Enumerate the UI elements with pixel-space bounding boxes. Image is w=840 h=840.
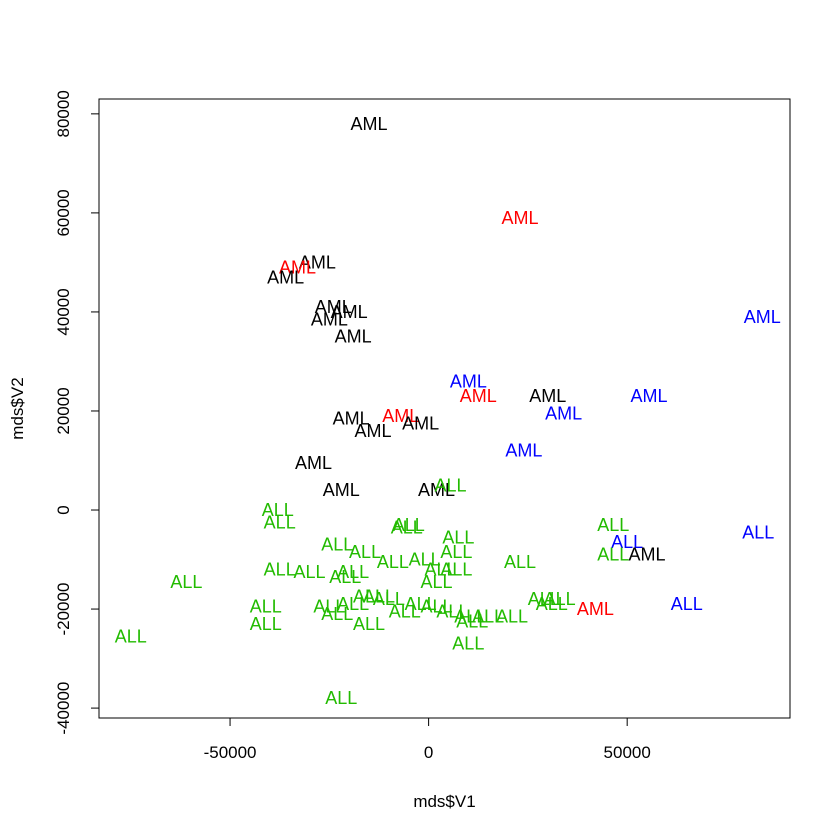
x-axis-label: mds$V1 <box>413 792 475 811</box>
x-tick-label: -50000 <box>204 743 257 762</box>
data-point-label: ALL <box>391 517 423 537</box>
data-point-label: ALL <box>353 614 385 634</box>
y-tick-label: 20000 <box>54 387 73 434</box>
x-axis: -50000 0 50000 <box>204 717 651 762</box>
data-point-label: AML <box>315 297 352 317</box>
data-point-label: ALL <box>597 515 629 535</box>
data-point-label: AML <box>333 408 370 428</box>
data-point-label: AML <box>501 208 538 228</box>
data-point-label: AML <box>629 545 666 565</box>
y-tick-label: 40000 <box>54 288 73 335</box>
data-point-label: ALL <box>421 572 453 592</box>
data-point-label: ALL <box>440 542 472 562</box>
data-point-label: ALL <box>329 567 361 587</box>
data-point-label: AML <box>450 371 487 391</box>
data-point-label: ALL <box>313 597 345 617</box>
data-point-label: AML <box>351 114 388 134</box>
data-point-label: ALL <box>405 594 437 614</box>
data-point-label: ALL <box>671 594 703 614</box>
data-point-label: AML <box>279 257 316 277</box>
data-point-label: ALL <box>434 475 466 495</box>
data-point-label: ALL <box>337 594 369 614</box>
y-tick-label: 60000 <box>54 189 73 236</box>
data-point-label: ALL <box>742 522 774 542</box>
data-point-label: ALL <box>452 634 484 654</box>
data-point-label: AML <box>402 413 439 433</box>
data-point-label: ALL <box>389 602 421 622</box>
data-point-label: AML <box>631 386 668 406</box>
data-point-label: AML <box>335 327 372 347</box>
y-tick-label: -20000 <box>54 583 73 636</box>
y-tick-label: 0 <box>54 505 73 514</box>
x-tick-label: 50000 <box>604 743 651 762</box>
data-point-label: AML <box>267 267 304 287</box>
data-point-label: ALL <box>321 604 353 624</box>
data-point-label: ALL <box>456 611 488 631</box>
data-point-label: ALL <box>536 594 568 614</box>
data-point-label: ALL <box>115 626 147 646</box>
data-point-label: ALL <box>363 587 395 607</box>
data-point-label: ALL <box>264 512 296 532</box>
y-tick-label: 80000 <box>54 90 73 137</box>
data-point-label: ALL <box>262 500 294 520</box>
data-point-label: AML <box>505 441 542 461</box>
data-point-label: ALL <box>425 559 457 579</box>
data-point-label: AML <box>529 386 566 406</box>
data-point-label: ALL <box>440 559 472 579</box>
data-point-label: AML <box>545 403 582 423</box>
data-point-label: AML <box>323 480 360 500</box>
data-point-label: ALL <box>436 602 468 622</box>
data-point-label: ALL <box>373 589 405 609</box>
data-point-label: ALL <box>353 587 385 607</box>
data-point-label: AML <box>299 252 336 272</box>
data-point-label: ALL <box>504 552 536 572</box>
data-point-label: ALL <box>337 562 369 582</box>
data-point-label: ALL <box>325 688 357 708</box>
data-point-label: ALL <box>377 552 409 572</box>
data-point-label: AML <box>311 309 348 329</box>
data-point-label: ALL <box>597 545 629 565</box>
data-point-label: ALL <box>442 527 474 547</box>
data-point-label: AML <box>382 406 419 426</box>
data-point-label: ALL <box>250 597 282 617</box>
data-point-label: ALL <box>611 532 643 552</box>
data-point-label: ALL <box>250 614 282 634</box>
data-point-label: ALL <box>496 606 528 626</box>
data-point-label: AML <box>331 302 368 322</box>
data-point-label: ALL <box>544 589 576 609</box>
data-point-label: AML <box>744 307 781 327</box>
data-point-label: ALL <box>472 606 504 626</box>
data-point-label: ALL <box>170 572 202 592</box>
x-tick-label: 0 <box>424 743 433 762</box>
y-axis: -40000 -20000 0 20000 40000 60000 80000 <box>54 90 100 735</box>
data-point-label: ALL <box>264 559 296 579</box>
data-point-label: AML <box>418 480 455 500</box>
data-point-label: ALL <box>421 597 453 617</box>
data-point-label: ALL <box>528 589 560 609</box>
data-point-label: AML <box>577 599 614 619</box>
data-point-label: AML <box>460 386 497 406</box>
data-point-label: AML <box>355 421 392 441</box>
data-point-label: ALL <box>293 562 325 582</box>
y-axis-label: mds$V2 <box>8 377 27 439</box>
data-point-label: ALL <box>393 515 425 535</box>
data-point-label: ALL <box>321 535 353 555</box>
data-point-label: ALL <box>454 606 486 626</box>
data-point-label: AML <box>295 453 332 473</box>
data-point-label: ALL <box>409 550 441 570</box>
data-point-label: ALL <box>349 542 381 562</box>
y-tick-label: -40000 <box>54 682 73 735</box>
